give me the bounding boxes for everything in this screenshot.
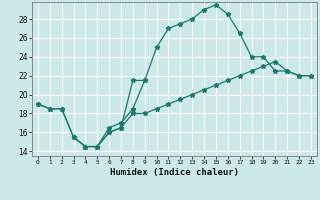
X-axis label: Humidex (Indice chaleur): Humidex (Indice chaleur) bbox=[110, 168, 239, 177]
